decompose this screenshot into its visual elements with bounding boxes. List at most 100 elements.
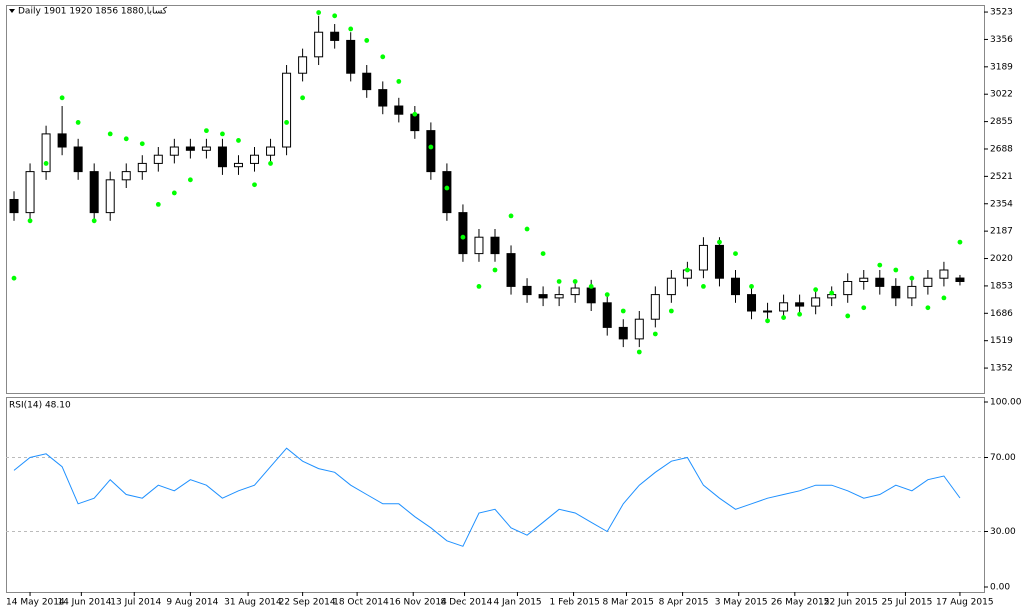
sar-dot: [43, 161, 49, 166]
sar-dot: [11, 275, 17, 281]
sar-dot: [733, 251, 738, 257]
sar-dot: [813, 287, 819, 293]
sar-dot: [877, 262, 883, 268]
candle-body: [298, 56, 308, 74]
candle-body: [843, 280, 853, 296]
candle-body: [121, 171, 131, 181]
x-tick-label: 22 Sep 2014: [279, 598, 336, 608]
y-tick-label: 2354: [990, 199, 1013, 209]
candle-body: [634, 318, 644, 340]
sar-dot: [412, 111, 418, 117]
sar-dot: [444, 185, 450, 191]
sar-dot: [604, 292, 610, 298]
candle-body: [811, 297, 821, 307]
y-tick-label: 3523: [990, 8, 1013, 18]
sar-dot: [893, 267, 899, 273]
rsi-line: [13, 447, 961, 547]
sar-dot: [749, 284, 754, 289]
candle-body: [730, 277, 740, 296]
candle-body: [57, 133, 67, 148]
sar-dot: [508, 213, 514, 219]
candle-body: [330, 31, 340, 41]
y-tick-label: 0.00: [990, 583, 1010, 593]
sar-dot: [59, 95, 65, 101]
sar-dot: [204, 128, 209, 134]
sar-dot: [909, 275, 915, 281]
candle-body: [795, 302, 805, 307]
sar-dot: [348, 26, 354, 32]
candle-body: [923, 277, 933, 287]
x-tick-label: 8 Mar 2015: [602, 598, 653, 608]
sar-dot: [524, 226, 530, 232]
x-tick-label: 1 Feb 2015: [550, 598, 600, 608]
candle-body: [698, 244, 708, 271]
candle-body: [169, 146, 179, 156]
candle-body: [570, 287, 580, 296]
sar-dot: [155, 202, 161, 207]
menu-arrow[interactable]: [9, 9, 15, 13]
sar-dot: [861, 305, 867, 311]
y-tick-label: 2855: [990, 117, 1013, 127]
sar-dot: [107, 131, 113, 137]
y-tick-label: 2020: [990, 254, 1013, 264]
y-tick-label: 1853: [990, 281, 1013, 291]
candle-body: [458, 212, 468, 255]
x-tick-label: 14 May 2014: [6, 598, 65, 608]
candle-body: [955, 277, 965, 282]
candle-body: [282, 72, 292, 148]
y-tick-label: 100.00: [990, 397, 1022, 407]
x-tick-label: 31 Aug 2014: [224, 598, 282, 608]
sar-dot: [540, 251, 546, 257]
y-tick-label: 2187: [990, 227, 1013, 237]
x-tick-label: 9 Aug 2014: [166, 598, 218, 608]
candle-body: [217, 146, 227, 168]
candle-body: [250, 154, 260, 164]
sar-dot: [652, 331, 658, 337]
main-panel: [6, 5, 985, 394]
candle-body: [618, 326, 628, 340]
candle-body: [442, 171, 452, 214]
y-tick-label: 1519: [990, 336, 1013, 346]
y-tick-label: 1352: [990, 364, 1013, 374]
sar-dot: [460, 234, 466, 240]
candle-body: [538, 294, 548, 299]
sar-dot: [284, 120, 289, 125]
x-tick-label: 4 Jan 2015: [493, 598, 541, 608]
sar-dot: [492, 267, 498, 273]
sar-dot: [476, 284, 482, 289]
x-tick-label: 18 Oct 2014: [333, 598, 389, 608]
sar-dot: [252, 182, 257, 188]
y-tick-label: 3189: [990, 62, 1013, 72]
candle-body: [378, 89, 388, 107]
x-tick-label: 17 Aug 2015: [936, 598, 994, 608]
sar-dot: [139, 141, 145, 147]
sar-dot: [75, 120, 81, 125]
candle-body: [554, 294, 564, 299]
x-tick-label: 14 Jun 2014: [57, 598, 111, 608]
sar-dot: [668, 308, 674, 314]
sar-dot: [636, 349, 642, 355]
candle-body: [666, 277, 676, 296]
sar-dot: [717, 239, 722, 245]
y-tick-label: 2521: [990, 172, 1013, 182]
candle-body: [9, 198, 19, 214]
sar-dot: [300, 95, 306, 101]
x-tick-label: 22 Jun 2015: [824, 598, 878, 608]
candle-body: [394, 105, 404, 115]
y-tick-label: 70.00: [990, 453, 1016, 463]
sar-dot: [556, 279, 562, 284]
candle-body: [314, 31, 324, 58]
y-tick-label: 30.00: [990, 527, 1016, 537]
x-tick-label: 26 May 2015: [771, 598, 830, 608]
sar-dot: [91, 218, 97, 224]
sar-dot: [27, 218, 33, 224]
sar-dot: [268, 161, 273, 166]
y-tick-label: 1686: [990, 309, 1013, 319]
sar-dot: [380, 54, 386, 60]
sar-dot: [684, 267, 690, 273]
x-tick-label: 8 Apr 2015: [659, 598, 709, 608]
candle-body: [747, 294, 757, 312]
x-tick-label: 25 Jul 2015: [881, 598, 932, 608]
candle-body: [233, 162, 243, 168]
